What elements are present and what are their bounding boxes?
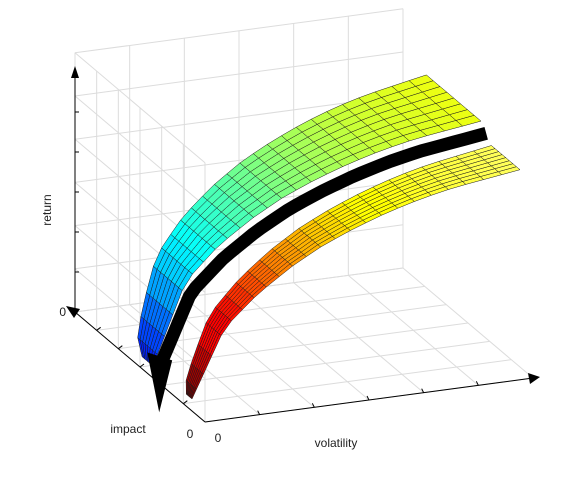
grid-layer [74,8,534,423]
y-tick [183,400,188,405]
grid-line [348,274,479,386]
x-tick [475,381,479,386]
y-axis-arrowhead [66,306,80,318]
grid-line [74,51,404,97]
x-axis-arrow [528,373,540,384]
surface-patch [408,74,434,87]
surface-patch [473,145,496,155]
y-tick [139,363,145,368]
grid-line [402,267,534,379]
y-tick [96,326,101,331]
grid-line [139,322,469,368]
grid-line [74,52,206,164]
y-tick [118,345,123,350]
surface-front [185,145,521,400]
surface-back [137,74,482,367]
surface-layer [137,74,521,413]
x-tick [311,403,315,408]
boundary-wedge [147,352,173,413]
z-tick-label-0: 0 [59,305,66,319]
grid-line [293,282,424,394]
grid-line [74,95,206,207]
x-tick [366,395,370,401]
x-tick [257,410,261,415]
x-tick-label-0: 0 [215,431,222,445]
y-axis-label: impact [110,422,146,436]
x-tick [421,388,425,393]
surface-patch [185,379,188,396]
y-tick-label-0: 0 [187,427,194,441]
boundary-curve [152,127,488,373]
grid-line [74,8,404,54]
z-axis-label: return [40,194,54,225]
ticks-layer [75,111,479,415]
x-axis-label: volatility [315,436,358,450]
z-axis-arrow [71,66,79,78]
